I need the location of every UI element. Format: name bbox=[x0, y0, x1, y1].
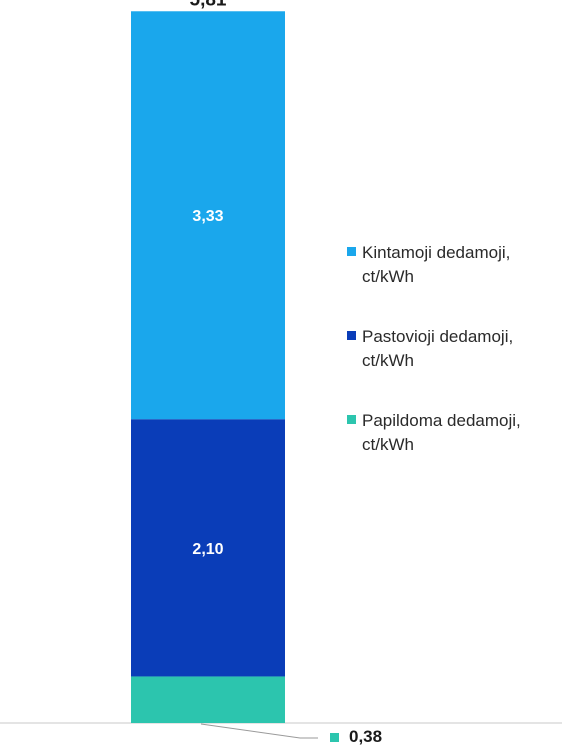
legend-item-0: Kintamoji dedamoji, ct/kWh bbox=[347, 243, 510, 286]
legend-swatch-0 bbox=[347, 247, 356, 256]
bar-segment-0 bbox=[131, 676, 285, 723]
legend-label-1-line1: Pastovioji dedamoji, bbox=[362, 327, 513, 346]
legend-label-0-line1: Kintamoji dedamoji, bbox=[362, 243, 510, 262]
legend-swatch-2 bbox=[347, 415, 356, 424]
total-label: 5,81 bbox=[190, 0, 227, 10]
data-label-2: 3,33 bbox=[192, 208, 223, 225]
labels-layer: 0,38 2,10 3,33 5,81 bbox=[190, 0, 383, 746]
bar-segment-1 bbox=[131, 419, 285, 677]
data-label-0: 0,38 bbox=[349, 727, 382, 746]
data-label-1: 2,10 bbox=[192, 541, 223, 558]
legend-label-2-line1: Papildoma dedamoji, bbox=[362, 411, 521, 430]
legend-label-2-line2: ct/kWh bbox=[362, 435, 414, 454]
bars-layer bbox=[0, 11, 562, 724]
legend-label-0-line2: ct/kWh bbox=[362, 267, 414, 286]
legend-swatch-1 bbox=[347, 331, 356, 340]
callout-line bbox=[200, 723, 318, 739]
legend-label-1-line2: ct/kWh bbox=[362, 351, 414, 370]
legend-item-2: Papildoma dedamoji, ct/kWh bbox=[347, 411, 521, 454]
callout-marker bbox=[330, 733, 339, 742]
bar-segment-2 bbox=[131, 11, 285, 420]
legend-item-1: Pastovioji dedamoji, ct/kWh bbox=[347, 327, 513, 370]
